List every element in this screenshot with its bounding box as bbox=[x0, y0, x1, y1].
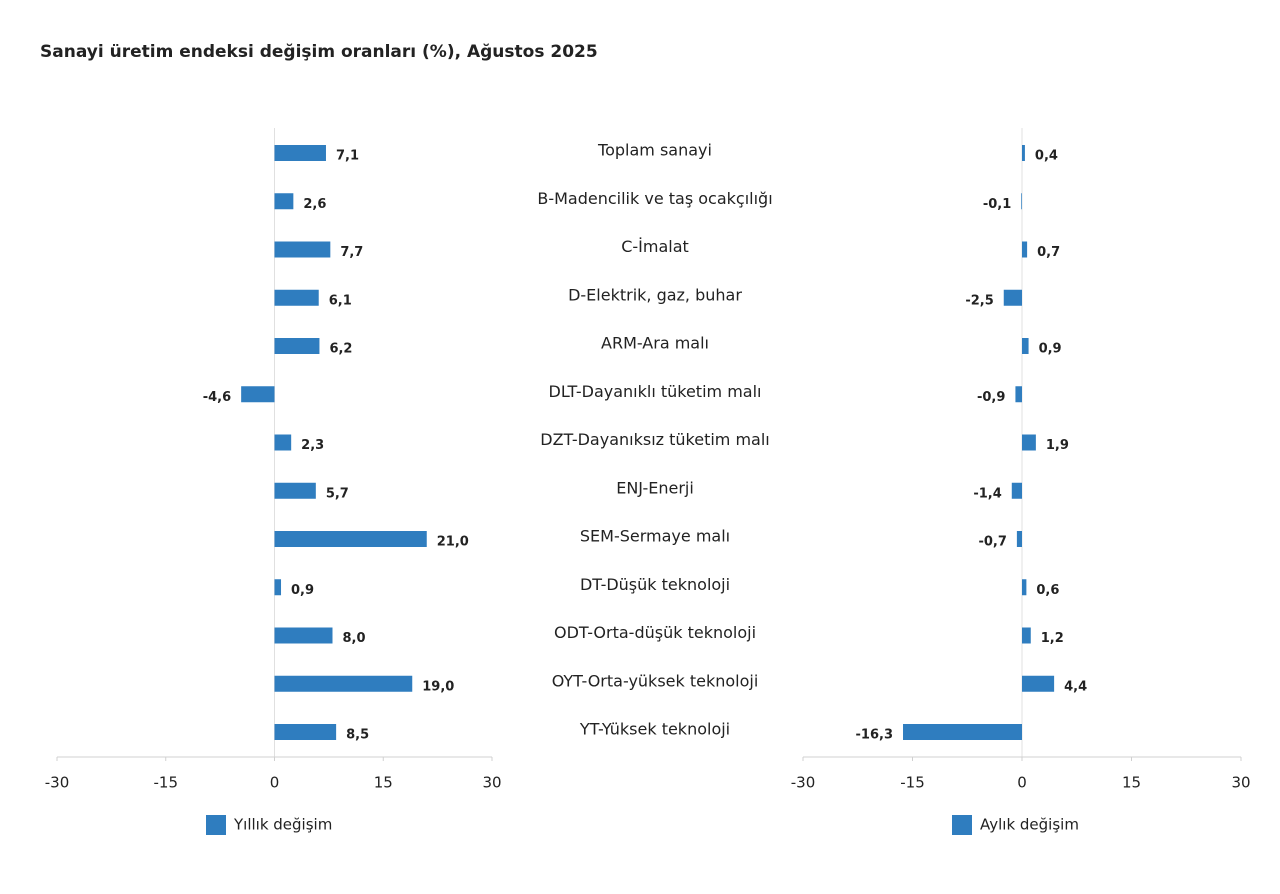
x-tick-label: 30 bbox=[1231, 774, 1250, 792]
value-label: -4,6 bbox=[203, 390, 231, 405]
bar bbox=[274, 193, 294, 210]
legend-swatch bbox=[952, 815, 972, 835]
bar bbox=[1022, 675, 1055, 692]
value-label: -0,1 bbox=[983, 197, 1011, 212]
chart-title: Sanayi üretim endeksi değişim oranları (… bbox=[40, 42, 598, 62]
category-label: DT-Düşük teknoloji bbox=[580, 575, 730, 594]
value-label: 0,6 bbox=[1036, 583, 1059, 598]
category-label: B-Madencilik ve taş ocakçılığı bbox=[537, 189, 772, 208]
legend-swatch bbox=[206, 815, 226, 835]
legend-label: Aylık değişim bbox=[980, 816, 1079, 834]
bar bbox=[274, 531, 427, 547]
category-label: ENJ-Enerji bbox=[616, 478, 694, 497]
bar bbox=[1016, 531, 1022, 547]
bar bbox=[1022, 579, 1027, 596]
bar bbox=[274, 289, 319, 306]
category-label: SEM-Sermaye malı bbox=[580, 527, 730, 546]
bar bbox=[274, 338, 320, 354]
bar bbox=[274, 627, 333, 644]
x-tick-label: 0 bbox=[1017, 774, 1027, 792]
bar bbox=[1022, 338, 1029, 354]
category-label: YT-Yüksek teknoloji bbox=[579, 720, 730, 739]
bar bbox=[274, 675, 413, 692]
value-label: 0,7 bbox=[1037, 245, 1060, 260]
value-label: 0,9 bbox=[1039, 342, 1062, 357]
bar bbox=[274, 579, 282, 596]
bar bbox=[274, 482, 316, 499]
bar bbox=[274, 145, 326, 161]
value-label: 8,0 bbox=[343, 631, 366, 646]
bar bbox=[241, 386, 275, 403]
value-label: 7,1 bbox=[336, 149, 359, 164]
value-label: -0,7 bbox=[978, 535, 1006, 550]
bar bbox=[1022, 434, 1036, 451]
bar bbox=[1003, 289, 1022, 306]
x-tick-label: -15 bbox=[154, 774, 179, 792]
bar bbox=[1011, 482, 1022, 499]
x-tick-label: -30 bbox=[791, 774, 816, 792]
x-tick-label: 30 bbox=[482, 774, 501, 792]
bar bbox=[1022, 627, 1031, 644]
bar bbox=[1022, 241, 1028, 258]
bar bbox=[274, 724, 337, 740]
value-label: 1,2 bbox=[1041, 631, 1064, 646]
value-label: 4,4 bbox=[1064, 679, 1087, 694]
x-tick-label: 0 bbox=[270, 774, 280, 792]
value-label: -2,5 bbox=[965, 293, 993, 308]
legend-label: Yıllık değişim bbox=[233, 816, 332, 834]
value-label: -16,3 bbox=[856, 728, 893, 743]
value-label: -0,9 bbox=[977, 390, 1005, 405]
value-label: 7,7 bbox=[340, 245, 363, 260]
bar bbox=[1021, 193, 1022, 210]
value-label: 21,0 bbox=[437, 535, 469, 550]
category-label: DLT-Dayanıklı tüketim malı bbox=[549, 382, 762, 401]
value-label: 19,0 bbox=[422, 679, 454, 694]
category-label: ODT-Orta-düşük teknoloji bbox=[554, 623, 756, 642]
x-tick-label: -30 bbox=[45, 774, 70, 792]
x-tick-label: 15 bbox=[1122, 774, 1141, 792]
bar bbox=[274, 241, 331, 258]
value-label: 0,4 bbox=[1035, 149, 1058, 164]
category-label: D-Elektrik, gaz, buhar bbox=[568, 285, 742, 304]
value-label: 8,5 bbox=[346, 728, 369, 743]
category-label: Toplam sanayi bbox=[597, 141, 712, 160]
category-label: ARM-Ara malı bbox=[601, 334, 709, 353]
bar bbox=[1022, 145, 1025, 161]
category-label: OYT-Orta-yüksek teknoloji bbox=[552, 671, 759, 690]
bar bbox=[274, 434, 292, 451]
value-label: 2,3 bbox=[301, 438, 324, 453]
value-label: 6,2 bbox=[329, 342, 352, 357]
value-label: 5,7 bbox=[326, 486, 349, 501]
bar bbox=[903, 724, 1022, 740]
value-label: 0,9 bbox=[291, 583, 314, 598]
value-label: 2,6 bbox=[303, 197, 326, 212]
x-tick-label: -15 bbox=[900, 774, 925, 792]
category-label: C-İmalat bbox=[621, 237, 689, 256]
x-tick-label: 15 bbox=[374, 774, 393, 792]
category-label: DZT-Dayanıksız tüketim malı bbox=[540, 430, 770, 449]
value-label: -1,4 bbox=[973, 486, 1001, 501]
value-label: 1,9 bbox=[1046, 438, 1069, 453]
value-label: 6,1 bbox=[329, 293, 352, 308]
bar bbox=[1015, 386, 1022, 403]
